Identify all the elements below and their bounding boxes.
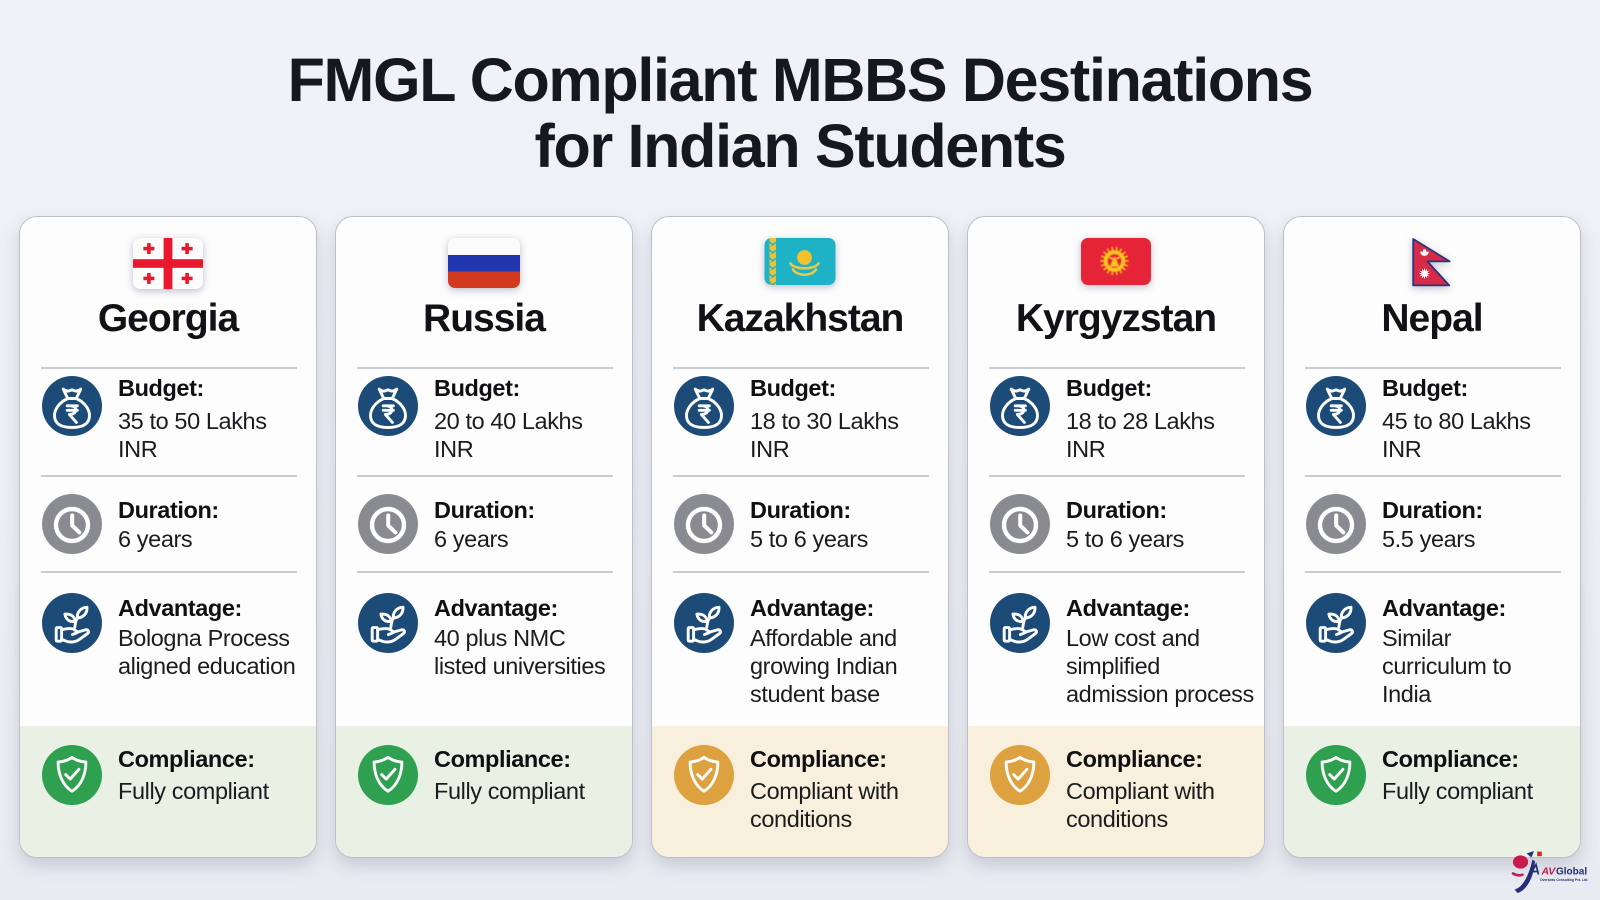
svg-text:Global: Global xyxy=(1556,867,1587,878)
svg-text:Overseas Consulting Pvt. Ltd.: Overseas Consulting Pvt. Ltd. xyxy=(1540,878,1588,882)
svg-text:AV: AV xyxy=(1541,866,1557,878)
